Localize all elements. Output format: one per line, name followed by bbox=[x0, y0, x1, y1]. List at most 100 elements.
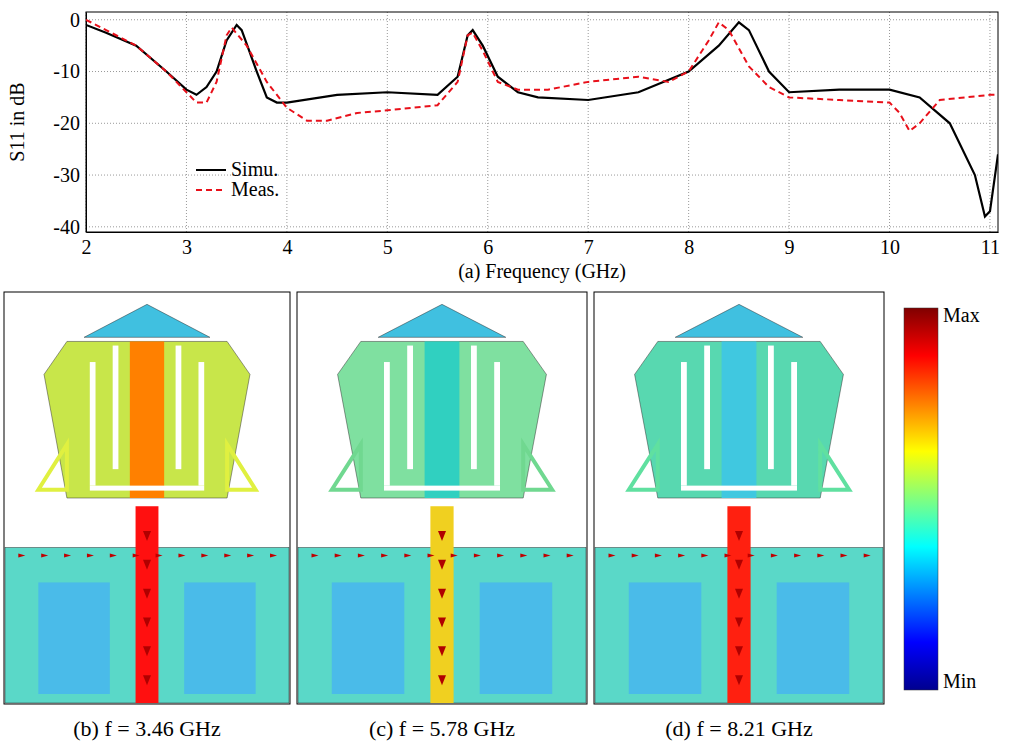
grid-line-y bbox=[86, 71, 998, 72]
x-tick: 6 bbox=[483, 232, 493, 258]
slot bbox=[704, 346, 710, 470]
current-arrow bbox=[270, 553, 277, 557]
current-arrow bbox=[735, 675, 743, 685]
current-arrow bbox=[87, 553, 94, 557]
current-arrows bbox=[18, 531, 277, 685]
series-lines bbox=[86, 20, 998, 217]
slot bbox=[90, 362, 96, 486]
current-arrow bbox=[428, 553, 435, 557]
stem bbox=[722, 341, 757, 498]
current-arrow bbox=[178, 553, 185, 557]
x-tick-label: 7 bbox=[584, 236, 594, 258]
feed-line bbox=[430, 506, 453, 703]
current-arrow bbox=[864, 553, 871, 557]
current-arrows bbox=[312, 531, 574, 685]
legend-entry: Meas. bbox=[196, 178, 279, 200]
grid-line-x bbox=[186, 12, 187, 232]
colorbar bbox=[904, 308, 938, 690]
panel-frame bbox=[4, 292, 290, 704]
current-arrow bbox=[497, 553, 504, 557]
current-arrow bbox=[438, 646, 446, 656]
patch bbox=[338, 341, 547, 498]
x-tick: 3 bbox=[182, 232, 192, 258]
current-arrows bbox=[609, 531, 871, 685]
x-tick: 4 bbox=[282, 232, 292, 258]
top-triangle bbox=[675, 304, 803, 337]
slot bbox=[384, 486, 500, 491]
grid-line-x bbox=[989, 12, 990, 232]
panel bbox=[4, 292, 290, 704]
grid-line-y bbox=[86, 19, 998, 20]
y-tick-label: -30 bbox=[53, 164, 80, 186]
current-arrow bbox=[64, 553, 71, 557]
side-triangle bbox=[227, 444, 256, 489]
current-arrow bbox=[655, 553, 662, 557]
x-tick-label: 9 bbox=[785, 236, 795, 258]
current-arrow bbox=[735, 531, 743, 541]
y-axis: -40 -30 -20 -10 0 bbox=[53, 9, 86, 238]
side-triangle bbox=[629, 444, 658, 489]
current-arrow bbox=[632, 553, 639, 557]
x-axis-title: (a) Frequency (GHz) bbox=[458, 260, 626, 283]
slot bbox=[768, 346, 774, 470]
x-tick-label: 4 bbox=[282, 236, 292, 258]
current-arrow bbox=[794, 553, 801, 557]
current-arrow bbox=[474, 553, 481, 557]
y-tick: -10 bbox=[53, 60, 86, 82]
current-arrow bbox=[143, 675, 151, 685]
slot bbox=[176, 346, 182, 470]
ground-low-right bbox=[184, 582, 256, 694]
panel-frame bbox=[297, 292, 587, 704]
panel-caption: (b) f = 3.46 GHz bbox=[73, 716, 221, 741]
side-triangle bbox=[38, 444, 67, 489]
slot bbox=[384, 362, 390, 486]
current-arrow bbox=[678, 553, 685, 557]
side-triangle bbox=[820, 444, 849, 489]
current-arrow bbox=[735, 646, 743, 656]
x-tick-label: 8 bbox=[684, 236, 694, 258]
legend-swatch bbox=[196, 169, 226, 171]
current-arrow bbox=[438, 675, 446, 685]
legend-entry: Simu. bbox=[196, 158, 278, 180]
current-arrow bbox=[438, 617, 446, 627]
slot bbox=[471, 346, 477, 470]
feed-line bbox=[136, 506, 159, 703]
current-arrow bbox=[404, 553, 411, 557]
x-tick-label: 11 bbox=[981, 236, 1000, 258]
y-tick: -20 bbox=[53, 112, 86, 134]
x-tick: 11 bbox=[981, 232, 1000, 258]
side-triangle bbox=[523, 444, 552, 489]
legend-label: Meas. bbox=[231, 178, 279, 200]
patch bbox=[44, 341, 250, 498]
current-arrow bbox=[771, 553, 778, 557]
ground-low-left bbox=[332, 582, 405, 694]
feed-line bbox=[727, 506, 750, 703]
current-arrow bbox=[335, 553, 342, 557]
slot bbox=[407, 346, 413, 470]
current-arrow bbox=[609, 553, 616, 557]
panel bbox=[594, 292, 884, 704]
y-tick: 0 bbox=[70, 9, 86, 31]
grid-line-x bbox=[286, 12, 287, 232]
y-tick: -40 bbox=[53, 216, 86, 238]
panel-frame bbox=[594, 292, 884, 704]
current-arrow bbox=[817, 553, 824, 557]
x-axis: 2 3 4 5 6 7 8 9 10 11 bbox=[82, 232, 1001, 258]
x-tick: 7 bbox=[584, 232, 594, 258]
y-tick-label: -20 bbox=[53, 112, 80, 134]
x-tick-label: 10 bbox=[880, 236, 900, 258]
slot bbox=[198, 362, 204, 486]
grid-line-x bbox=[387, 12, 388, 232]
x-tick: 10 bbox=[880, 232, 900, 258]
current-arrow bbox=[143, 617, 151, 627]
current-arrow bbox=[544, 553, 551, 557]
current-arrow bbox=[381, 553, 388, 557]
x-tick-label: 2 bbox=[82, 236, 92, 258]
x-tick: 5 bbox=[383, 232, 393, 258]
current-arrow bbox=[143, 531, 151, 541]
slot bbox=[681, 486, 797, 491]
y-tick-label: -40 bbox=[53, 216, 80, 238]
stem bbox=[425, 341, 460, 498]
slot bbox=[681, 362, 687, 486]
ground-low-left bbox=[38, 582, 110, 694]
